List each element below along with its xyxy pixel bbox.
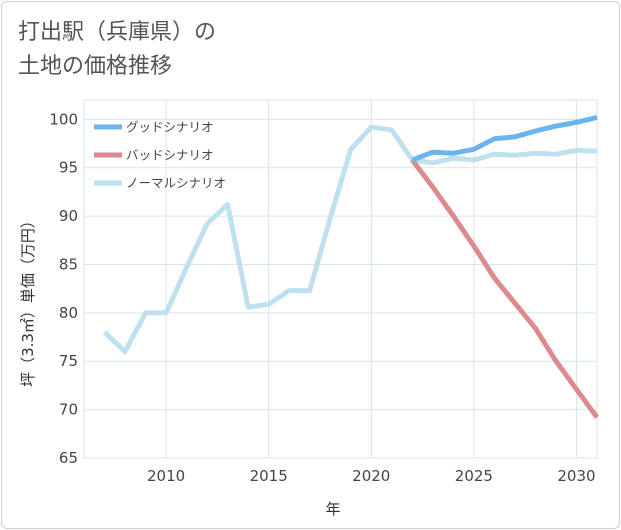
y-tick-label: 75 xyxy=(59,352,78,370)
y-tick-label: 90 xyxy=(59,207,78,225)
x-tick-label: 2010 xyxy=(147,467,185,485)
x-tick-label: 2025 xyxy=(455,467,493,485)
series-line-bad xyxy=(410,158,600,419)
series-lines xyxy=(102,114,600,419)
legend-good-label: グッドシナリオ xyxy=(126,120,214,135)
y-tick-label: 100 xyxy=(49,110,78,128)
y-tick-label: 80 xyxy=(59,304,78,322)
x-tick-label: 2020 xyxy=(352,467,390,485)
legend-normal-label: ノーマルシナリオ xyxy=(126,176,226,191)
series-line-good xyxy=(411,114,598,163)
y-axis-label: 坪（3.3㎡）単価（万円） xyxy=(19,213,37,387)
y-tick-label: 65 xyxy=(59,449,78,467)
chart-title: 打出駅（兵庫県）の 土地の価格推移 xyxy=(18,16,216,84)
series-line-normal xyxy=(102,124,598,355)
x-axis-label: 年 xyxy=(325,500,340,518)
y-tick-label: 95 xyxy=(59,159,78,177)
x-tick-label: 2030 xyxy=(557,467,595,485)
chart-title-line-1: 打出駅（兵庫県）の xyxy=(18,20,217,45)
y-tick-label: 70 xyxy=(59,401,78,419)
y-tick-label: 85 xyxy=(59,255,78,273)
legend-bad-label: バッドシナリオ xyxy=(126,148,214,163)
tick-labels: 65 70 75 80 85 90 95 100 2010 2015 2020 2025 2030 xyxy=(49,110,595,485)
chart-title-line-2: 土地の価格推移 xyxy=(18,54,173,79)
x-tick-label: 2015 xyxy=(250,467,288,485)
